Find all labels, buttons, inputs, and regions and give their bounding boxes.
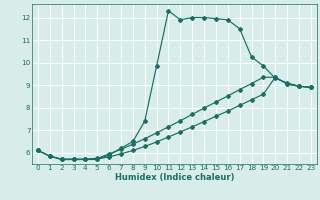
X-axis label: Humidex (Indice chaleur): Humidex (Indice chaleur) [115, 173, 234, 182]
